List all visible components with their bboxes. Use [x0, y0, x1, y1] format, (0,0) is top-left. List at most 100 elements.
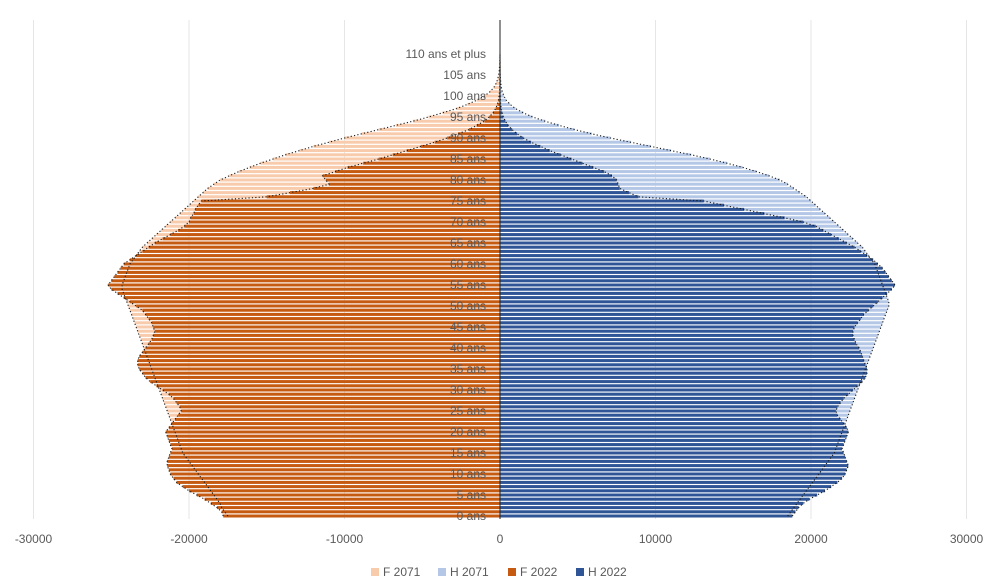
bar [168, 438, 500, 442]
bar [176, 480, 500, 484]
bar [204, 497, 501, 501]
age-label: 15 ans [450, 446, 486, 460]
bar [500, 98, 507, 102]
bar [500, 216, 785, 220]
bar [328, 182, 500, 186]
bar [500, 220, 804, 224]
legend-swatch [438, 568, 446, 576]
legend-item-h-2071[interactable]: H 2071 [438, 565, 489, 578]
bar [447, 136, 500, 140]
bar [181, 409, 500, 413]
bar [500, 296, 883, 300]
x-tick-label: -30000 [15, 532, 53, 546]
bar [168, 455, 500, 459]
bar [456, 107, 500, 111]
bar [168, 392, 500, 396]
bar [500, 333, 853, 337]
bar [117, 291, 500, 295]
bar [500, 485, 832, 489]
legend-item-f-2022[interactable]: F 2022 [508, 565, 558, 578]
bar [361, 132, 500, 136]
outline-h-2071 [499, 54, 890, 517]
bar [500, 136, 611, 140]
bar [500, 119, 506, 123]
bar [500, 468, 847, 472]
bar [201, 199, 500, 203]
legend-item-h-2022[interactable]: H 2022 [576, 565, 627, 578]
bar [500, 501, 804, 505]
bar [500, 384, 858, 388]
bar [392, 153, 500, 157]
bar [500, 111, 524, 115]
legend-swatch [508, 568, 516, 576]
bar [500, 367, 867, 371]
bar [129, 258, 500, 262]
bar [489, 115, 500, 119]
bar [500, 342, 857, 346]
bar [500, 312, 864, 316]
bar [495, 107, 500, 111]
legend-swatch [371, 568, 379, 576]
bar [344, 136, 500, 140]
bar [137, 359, 500, 363]
series-f-2022 [108, 60, 501, 518]
bar [148, 245, 500, 249]
bar [500, 195, 639, 199]
bar [139, 354, 501, 358]
bar [111, 287, 500, 291]
bar [153, 333, 501, 337]
bar [196, 493, 500, 497]
age-label: 90 ans [450, 131, 486, 145]
bar [182, 485, 500, 489]
bar [150, 380, 500, 384]
bar [500, 279, 892, 283]
bar [500, 430, 849, 434]
bar [500, 346, 860, 350]
bar [497, 102, 500, 106]
legend-item-f-2071[interactable]: F 2071 [371, 565, 421, 578]
bar [198, 203, 500, 207]
bar [500, 174, 612, 178]
bar [156, 384, 500, 388]
bar [500, 413, 838, 417]
bar [500, 304, 874, 308]
age-label: 20 ans [450, 425, 486, 439]
bar [484, 119, 500, 123]
bar [500, 266, 883, 270]
bar [117, 270, 500, 274]
legend-label: H 2071 [450, 565, 489, 578]
bar [500, 371, 867, 375]
bar [162, 388, 500, 392]
legend-label: H 2022 [588, 565, 627, 578]
bar [500, 300, 878, 304]
bar [193, 212, 501, 216]
age-label: 100 ans [443, 89, 486, 103]
bar [500, 212, 765, 216]
legend[interactable]: F 2071 H 2071 F 2022 H 2022 [371, 565, 627, 578]
bar [500, 321, 858, 325]
bar [500, 186, 794, 190]
series-h-2022 [500, 73, 895, 518]
bar [428, 115, 500, 119]
bar [500, 476, 843, 480]
age-label: 105 ans [443, 68, 486, 82]
bar [468, 128, 500, 132]
age-label: 60 ans [450, 257, 486, 271]
bar [500, 417, 841, 421]
bar [313, 144, 500, 148]
bar [195, 207, 500, 211]
bar [129, 300, 500, 304]
bar [500, 157, 572, 161]
bar [500, 426, 847, 430]
x-tick-label: 20000 [794, 532, 828, 546]
bar [145, 312, 500, 316]
outline-f-2022 [107, 54, 501, 517]
bar [500, 237, 839, 241]
bar [500, 245, 855, 249]
bar [500, 308, 869, 312]
bar [500, 128, 575, 132]
bar [500, 165, 743, 169]
bar [500, 254, 867, 258]
bar [458, 132, 500, 136]
